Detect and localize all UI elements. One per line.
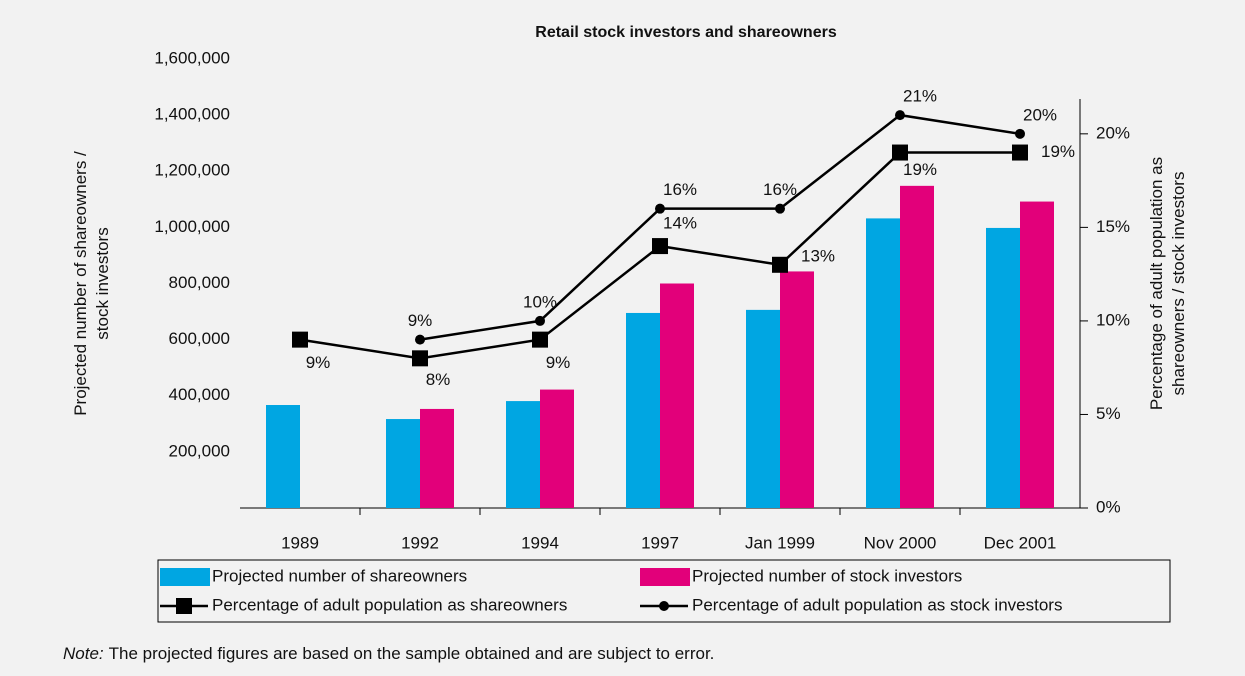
bar — [1020, 201, 1054, 508]
x-tick-label: 1992 — [401, 533, 439, 552]
marker — [655, 203, 665, 214]
x-tick-label: 1994 — [521, 533, 559, 552]
legend-swatch — [640, 568, 690, 586]
data-label: 10% — [523, 292, 557, 311]
data-label: 9% — [546, 353, 571, 372]
y2-tick-label: 15% — [1096, 217, 1130, 236]
y-axis-title-line: stock investors — [93, 227, 112, 339]
legend-label: Projected number of stock investors — [692, 566, 962, 585]
y-axis-title-line: Projected number of shareowners / — [71, 151, 90, 416]
chart-title: Retail stock investors and shareowners — [535, 24, 837, 41]
legend-box — [157, 559, 1171, 623]
y-tick-label: 1,200,000 — [154, 161, 230, 180]
marker — [775, 203, 785, 214]
marker — [292, 331, 308, 348]
marker — [772, 256, 788, 273]
bar — [266, 405, 300, 508]
marker — [1012, 144, 1028, 161]
bar — [660, 283, 694, 508]
y-tick-label: 1,000,000 — [154, 217, 230, 236]
marker — [1015, 128, 1025, 139]
bar — [986, 227, 1020, 508]
marker — [532, 331, 548, 348]
y2-tick-label: 5% — [1096, 404, 1121, 423]
y-tick-label: 800,000 — [169, 273, 230, 292]
y2-axis-title-line: shareowners / stock investors — [1169, 172, 1188, 396]
marker — [895, 110, 905, 121]
bar — [420, 408, 454, 508]
y-tick-label: 1,400,000 — [154, 105, 230, 124]
marker — [892, 144, 908, 161]
data-label: 9% — [306, 353, 331, 372]
bar — [506, 401, 540, 508]
note-text: The projected figures are based on the s… — [109, 644, 715, 663]
legend-label: Projected number of shareowners — [212, 566, 467, 585]
y-tick-label: 400,000 — [169, 385, 230, 404]
bar — [626, 312, 660, 508]
data-label: 8% — [426, 370, 451, 389]
data-label: 16% — [763, 180, 797, 199]
y2-axis-title-line: Percentage of adult population as — [1147, 157, 1166, 410]
data-label: 16% — [663, 180, 697, 199]
data-label: 13% — [801, 246, 835, 265]
bar — [746, 309, 780, 508]
y2-tick-label: 0% — [1096, 497, 1121, 516]
y2-tick-label: 10% — [1096, 310, 1130, 329]
bar — [780, 271, 814, 508]
data-label: 20% — [1023, 105, 1057, 124]
x-tick-label: 1997 — [641, 533, 679, 552]
y-tick-label: 600,000 — [169, 329, 230, 348]
y-tick-label: 200,000 — [169, 441, 230, 460]
line — [419, 113, 1021, 341]
legend-marker — [176, 598, 192, 614]
bar — [386, 419, 420, 508]
marker — [415, 334, 425, 345]
bar — [540, 389, 574, 508]
data-label: 9% — [408, 311, 433, 330]
bar — [900, 185, 934, 508]
x-tick-label: Dec 2001 — [984, 533, 1057, 552]
x-tick-label: 1989 — [281, 533, 319, 552]
data-label: 19% — [1041, 142, 1075, 161]
marker — [652, 238, 668, 255]
y-tick-label: 1,600,000 — [154, 48, 230, 67]
data-label: 21% — [903, 87, 937, 106]
x-tick-label: Nov 2000 — [864, 533, 937, 552]
y2-tick-label: 20% — [1096, 123, 1130, 142]
legend-label: Percentage of adult population as stock … — [692, 595, 1062, 614]
legend-label: Percentage of adult population as shareo… — [212, 595, 567, 614]
note: Note: The projected figures are based on … — [63, 644, 714, 663]
marker — [535, 315, 545, 326]
x-tick-label: Jan 1999 — [745, 533, 815, 552]
data-label: 19% — [903, 160, 937, 179]
data-label: 14% — [663, 214, 697, 233]
note-label: Note: — [63, 644, 104, 663]
y2-axis-title: Percentage of adult population as shareow… — [1147, 157, 1188, 410]
marker — [412, 350, 428, 367]
y-axis-title: Projected number of shareowners / stock i… — [71, 151, 112, 416]
bar — [866, 218, 900, 508]
legend-marker — [659, 601, 669, 611]
legend-swatch — [160, 568, 210, 586]
